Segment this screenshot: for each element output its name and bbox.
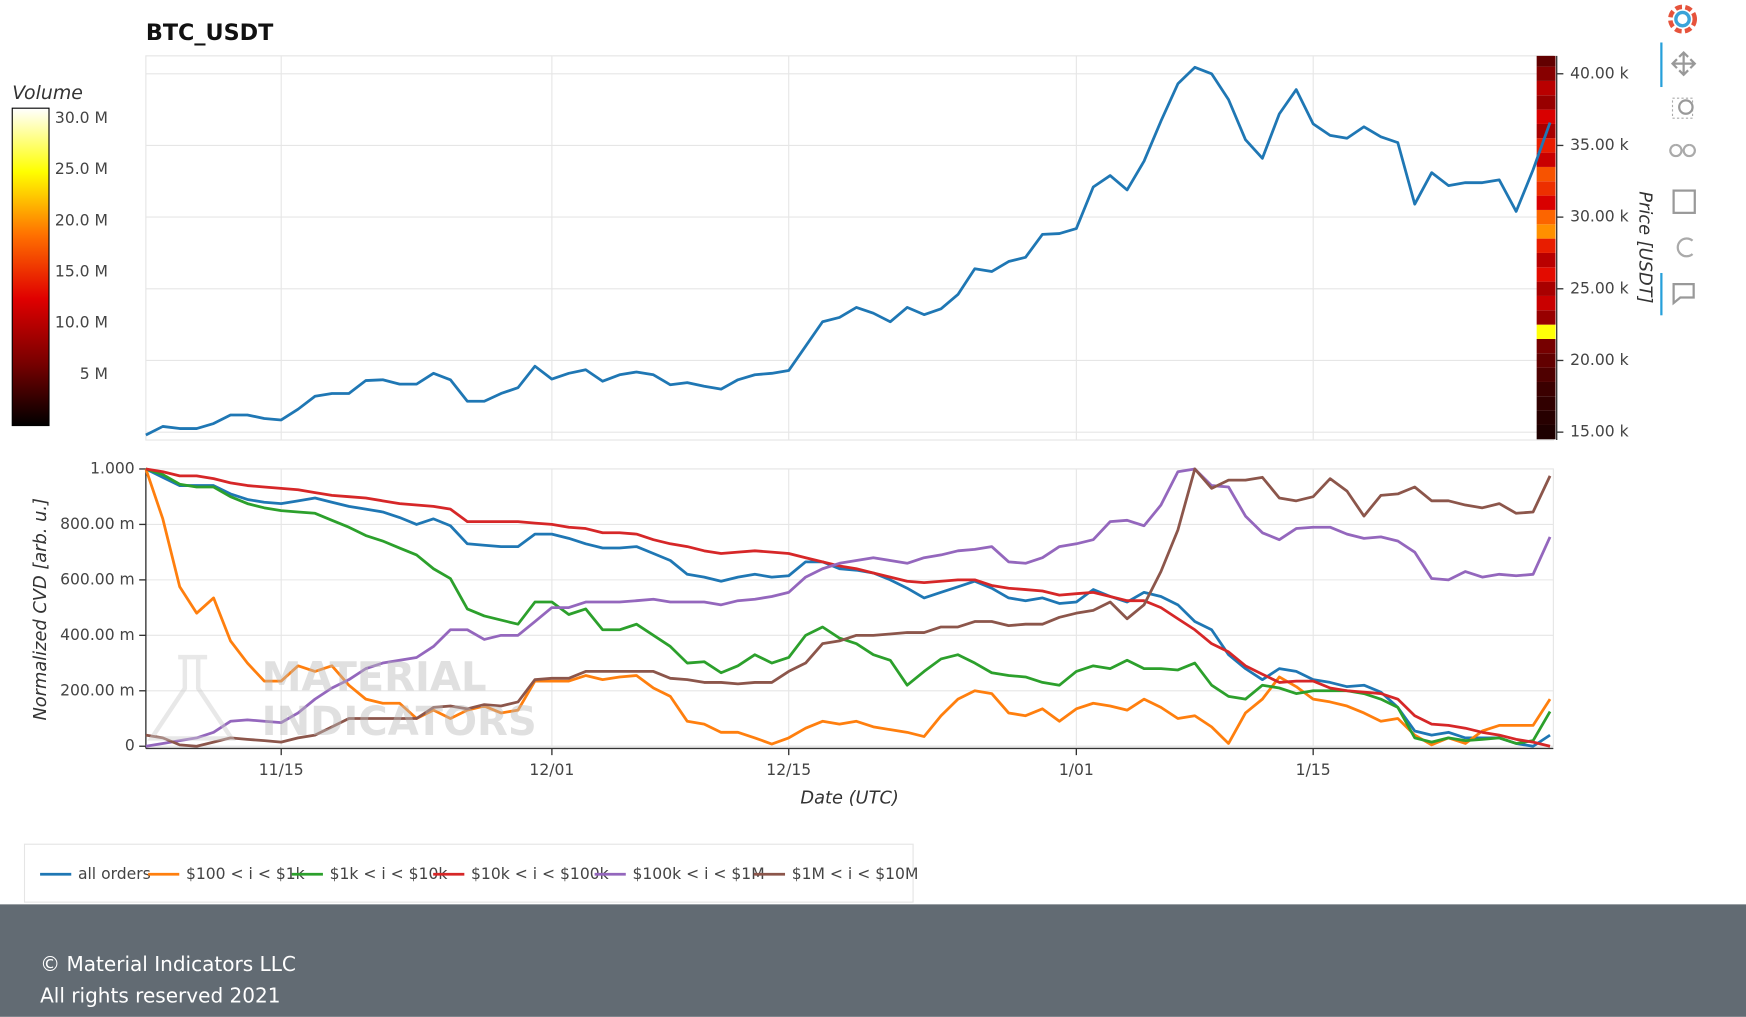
legend-label: $10k < i < $100k bbox=[471, 865, 609, 883]
volume-bin bbox=[1536, 252, 1556, 268]
footer-text: © Material Indicators LLC bbox=[40, 952, 296, 976]
series-line bbox=[145, 467, 1551, 748]
y-tick-label: 600.00 m bbox=[60, 570, 135, 588]
x-tick-label: 1/15 bbox=[1296, 761, 1331, 779]
series-line bbox=[144, 468, 1552, 747]
series-line bbox=[145, 467, 1552, 748]
watermark-text: INDICATORS bbox=[262, 699, 537, 745]
colorbar-tick-label: 20.0 M bbox=[55, 211, 108, 229]
x-tick-label: 12/01 bbox=[529, 761, 574, 779]
logo-core bbox=[1674, 10, 1691, 28]
volume-bin bbox=[1536, 424, 1556, 440]
logo-ring[interactable] bbox=[1668, 4, 1698, 34]
toolbar bbox=[1660, 4, 1698, 316]
legend-label: $100 < i < $1k bbox=[186, 865, 305, 883]
y-axis-label: Normalized CVD [arb. u.] bbox=[30, 498, 51, 721]
colorbar-tick-label: 25.0 M bbox=[55, 160, 108, 178]
volume-bin bbox=[1536, 396, 1556, 411]
colorbar bbox=[11, 107, 50, 427]
colorbar-tick-label: 15.0 M bbox=[55, 262, 108, 280]
save-tool[interactable] bbox=[1672, 189, 1696, 214]
volume-bin bbox=[1536, 310, 1556, 325]
box-zoom-tool[interactable] bbox=[1671, 97, 1694, 119]
y-tick-label: 200.00 m bbox=[60, 681, 135, 699]
colorbar-tick-label: 30.0 M bbox=[55, 109, 108, 127]
reset-tool[interactable] bbox=[1676, 237, 1694, 258]
y-tick-label: 800.00 m bbox=[60, 515, 135, 533]
colorbar-tick-label: 10.0 M bbox=[55, 314, 108, 332]
colorbar-tick-label: 5 M bbox=[80, 365, 108, 383]
series-line bbox=[145, 467, 1552, 745]
volume-bin bbox=[1536, 195, 1556, 210]
volume-bin bbox=[1536, 95, 1556, 110]
volume-bin bbox=[1536, 224, 1556, 239]
hover-tool[interactable] bbox=[1672, 283, 1695, 306]
volume-bin bbox=[1536, 295, 1556, 311]
y-tick-label: 0 bbox=[125, 737, 135, 755]
price-plot-area bbox=[145, 55, 1554, 441]
volume-bin bbox=[1536, 381, 1556, 397]
y-tick-label: 1.000 bbox=[90, 459, 135, 477]
watermark: MATERIAL INDICATORS bbox=[147, 654, 537, 745]
y-tick-label: 30.00 k bbox=[1570, 208, 1629, 226]
active-indicator bbox=[1660, 42, 1663, 88]
y-tick-label: 400.00 m bbox=[60, 626, 135, 644]
x-tick-label: 11/15 bbox=[259, 761, 304, 779]
volume-bin bbox=[1536, 353, 1556, 368]
volume-bin bbox=[1536, 109, 1556, 124]
volume-bin bbox=[1536, 209, 1556, 225]
series-line bbox=[145, 467, 1551, 748]
wheel-zoom-tool[interactable] bbox=[1669, 143, 1696, 158]
volume-bin bbox=[1536, 166, 1556, 182]
volume-bin bbox=[1536, 80, 1556, 96]
y-tick-label: 20.00 k bbox=[1570, 351, 1629, 369]
volume-bin bbox=[1536, 281, 1556, 296]
volume-bin bbox=[1536, 324, 1556, 339]
volume-bin bbox=[1536, 181, 1556, 196]
volume-bin bbox=[1536, 238, 1556, 253]
legend-label: $1M < i < $10M bbox=[792, 865, 919, 883]
volume-bin bbox=[1536, 152, 1556, 167]
pan-tool[interactable] bbox=[1670, 50, 1697, 77]
legend-label: $1k < i < $10k bbox=[330, 865, 448, 883]
volume-profile bbox=[1536, 55, 1556, 440]
footer-text: All rights reserved 2021 bbox=[40, 983, 280, 1007]
volume-bin bbox=[1536, 410, 1556, 425]
volume-bin bbox=[1536, 66, 1556, 81]
y-axis-label: Price [USDT] bbox=[1635, 191, 1656, 303]
watermark-text: MATERIAL bbox=[262, 654, 487, 700]
y-tick-label: 15.00 k bbox=[1570, 423, 1629, 441]
box-zoom-lens bbox=[1678, 99, 1694, 115]
legend-label: all orders bbox=[78, 865, 151, 883]
y-tick-label: 25.00 k bbox=[1570, 279, 1629, 297]
footer bbox=[0, 904, 1746, 1017]
chart-title: BTC_USDT bbox=[146, 20, 274, 46]
watermark-icon bbox=[147, 654, 236, 741]
volume-bin bbox=[1536, 367, 1556, 382]
volume-bin bbox=[1536, 338, 1556, 354]
volume-bin bbox=[1536, 267, 1556, 282]
colorbar-title: Volume bbox=[12, 82, 83, 104]
x-tick-label: 12/15 bbox=[766, 761, 811, 779]
x-axis-label: Date (UTC) bbox=[800, 788, 898, 809]
volume-bin bbox=[1536, 55, 1556, 67]
series-line bbox=[145, 65, 1552, 437]
active-indicator bbox=[1660, 272, 1663, 316]
y-tick-label: 35.00 k bbox=[1570, 136, 1629, 154]
x-tick-label: 1/01 bbox=[1059, 761, 1094, 779]
legend-label: $100k < i < $1M bbox=[632, 865, 764, 883]
logo bbox=[1668, 4, 1698, 34]
y-tick-label: 40.00 k bbox=[1570, 64, 1629, 82]
series-line bbox=[145, 467, 1552, 748]
